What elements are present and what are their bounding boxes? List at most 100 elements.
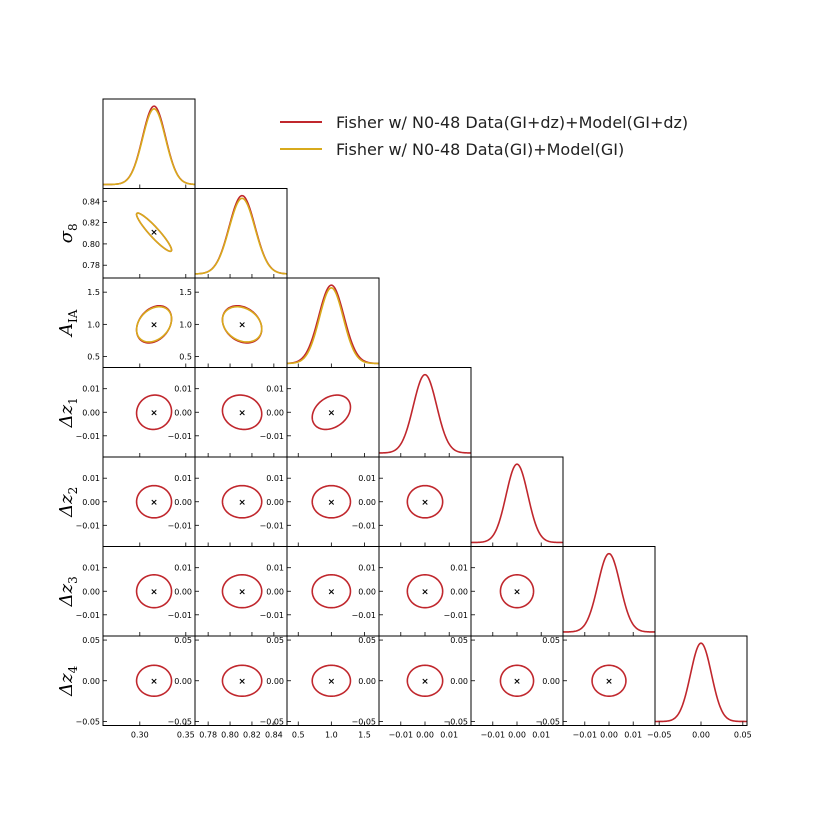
y-tick-label: 1.0 — [87, 320, 100, 329]
x-tick-label: 0.5 — [292, 731, 305, 740]
y-tick-label: 0.01 — [266, 474, 284, 483]
y-tick-label: −0.01 — [351, 611, 376, 620]
y-tick-label: 0.00 — [266, 408, 284, 417]
panel-6-0: × −0.05 0.00 0.05 0.30 0.35 — [75, 635, 196, 740]
contour-gi-dz — [221, 484, 263, 519]
y-tick-label: 0.00 — [174, 677, 192, 686]
x-tick-label: −0.01 — [481, 731, 506, 740]
x-tick-label: 0.80 — [221, 731, 239, 740]
contour-gi-dz — [135, 484, 173, 519]
x-tick-label: 0.35 — [177, 731, 195, 740]
y-tick-label: 0.5 — [179, 353, 192, 362]
y-tick-label: 0.00 — [450, 677, 468, 686]
x-tick-label: 0.01 — [440, 731, 458, 740]
y-tick-label: −0.01 — [351, 521, 376, 530]
panel-6-6: −0.05 0.00 0.05 — [647, 635, 752, 740]
fiducial-marker: × — [150, 228, 158, 238]
y-tick-label: 0.01 — [450, 564, 468, 573]
fiducial-marker: × — [238, 587, 246, 597]
y-tick-label: −0.01 — [167, 432, 192, 441]
y-tick-label: 0.00 — [174, 587, 192, 596]
y-tick-label: 0.00 — [266, 677, 284, 686]
y-tick-label: −0.05 — [443, 717, 468, 726]
x-tick-label: −0.01 — [389, 731, 414, 740]
panel-0-0 — [102, 98, 196, 189]
y-tick-label: 0.01 — [82, 564, 100, 573]
fiducial-marker: × — [421, 677, 429, 687]
fiducial-marker: × — [421, 587, 429, 597]
y-tick-label: 0.00 — [358, 677, 376, 686]
y-tick-label: 0.00 — [450, 587, 468, 596]
y-tick-label: 0.00 — [266, 498, 284, 507]
y-tick-label: 1.5 — [179, 288, 192, 297]
y-tick-label: −0.05 — [351, 717, 376, 726]
y-tick-label: −0.01 — [259, 611, 284, 620]
contour-gi-dz — [406, 664, 444, 698]
y-tick-label: −0.05 — [259, 717, 284, 726]
y-tick-label: 0.05 — [174, 636, 192, 645]
x-tick-label: 0.01 — [624, 731, 642, 740]
contour-gi-dz — [221, 664, 263, 698]
x-tick-label: 0.84 — [265, 731, 283, 740]
y-tick-label: 0.05 — [358, 636, 376, 645]
y-tick-label: 0.05 — [266, 636, 284, 645]
contour-gi-dz — [221, 394, 263, 431]
panel-1-1 — [194, 188, 288, 279]
y-tick-label: 0.01 — [358, 564, 376, 573]
legend: Fisher w/ N0-48 Data(GI+dz)+Model(GI+dz)… — [280, 113, 688, 159]
contour-gi-dz — [499, 664, 535, 698]
panel-frame — [378, 367, 472, 458]
x-tick-label: −0.01 — [573, 731, 598, 740]
y-tick-label: 0.01 — [174, 385, 192, 394]
x-tick-label: 0.78 — [199, 731, 217, 740]
fiducial-marker: × — [150, 320, 158, 330]
fiducial-marker: × — [238, 408, 246, 418]
x-tick-label: 0.01 — [532, 731, 550, 740]
x-tick-label: 0.00 — [600, 731, 618, 740]
y-tick-label: −0.01 — [259, 521, 284, 530]
contour-gi-dz — [221, 573, 263, 609]
panel-frame — [562, 546, 656, 637]
contour-gi-dz — [135, 664, 173, 698]
fiducial-marker: × — [328, 498, 336, 508]
y-tick-label: 0.00 — [82, 498, 100, 507]
fiducial-marker: × — [150, 498, 158, 508]
y-tick-label: 0.01 — [174, 564, 192, 573]
y-tick-label: −0.01 — [259, 432, 284, 441]
contour-gi-dz — [311, 484, 352, 519]
y-tick-label: 0.05 — [542, 636, 560, 645]
y-tick-label: 0.00 — [358, 587, 376, 596]
y-tick-label: −0.01 — [75, 432, 100, 441]
contour-gi-dz — [406, 573, 444, 609]
x-tick-label: 0.00 — [692, 731, 710, 740]
y-tick-label: 0.00 — [174, 408, 192, 417]
panel-6-5: ×−0.050.000.05−0.01 0.00 0.01 — [535, 635, 656, 740]
pdf-curve-gi-dz — [195, 194, 287, 275]
panel-4-3: × −0.01 0.00 0.01 — [351, 456, 472, 547]
panel-2-2 — [286, 277, 380, 368]
y-axis-label: AIA — [56, 309, 80, 338]
panel-4-4 — [470, 456, 564, 547]
y-tick-label: 0.01 — [266, 385, 284, 394]
contour-gi-dz — [135, 573, 173, 609]
fiducial-marker: × — [150, 587, 158, 597]
x-tick-label: 1.0 — [325, 731, 338, 740]
y-tick-label: 0.5 — [87, 353, 100, 362]
y-tick-label: −0.01 — [443, 611, 468, 620]
y-tick-label: 0.84 — [82, 197, 100, 206]
panel-frame — [194, 188, 288, 279]
contour-gi-dz — [499, 573, 535, 609]
fiducial-marker: × — [150, 677, 158, 687]
y-tick-label: 1.5 — [87, 288, 100, 297]
y-tick-label: 0.01 — [174, 474, 192, 483]
y-tick-label: −0.01 — [75, 611, 100, 620]
y-axis-label: Δz3 — [56, 576, 80, 607]
fiducial-marker: × — [513, 587, 521, 597]
contour-gi-dz — [311, 664, 352, 698]
panel-1-0: × 0.78 0.80 0.82 0.84 — [82, 188, 196, 279]
fiducial-marker: × — [605, 677, 613, 687]
y-tick-label: 0.05 — [82, 636, 100, 645]
y-tick-label: 0.01 — [82, 474, 100, 483]
y-tick-label: −0.01 — [167, 611, 192, 620]
y-tick-label: 0.00 — [82, 587, 100, 596]
